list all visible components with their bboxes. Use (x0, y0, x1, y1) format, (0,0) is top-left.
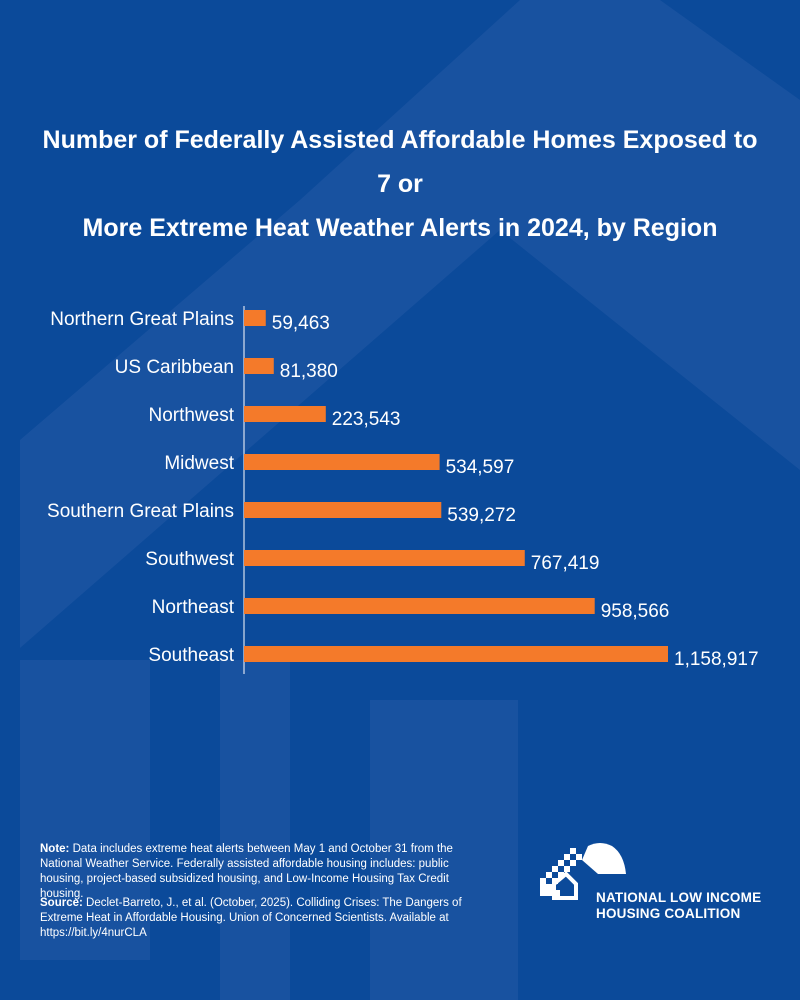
value-label: 958,566 (601, 601, 670, 622)
bar (244, 598, 595, 614)
category-label: Southwest (145, 549, 234, 570)
category-label: Northeast (152, 597, 235, 618)
bar (244, 502, 442, 518)
value-label: 1,158,917 (674, 649, 759, 670)
value-label: 81,380 (280, 361, 338, 382)
note: Note: Data includes extreme heat alerts … (40, 842, 480, 902)
source: Source: Declet-Barreto, J., et al. (Octo… (40, 896, 480, 941)
category-label: Northwest (148, 405, 234, 426)
bar (244, 406, 326, 422)
house-logo-icon (540, 843, 626, 900)
category-label: Northern Great Plains (50, 309, 234, 330)
chart-title-line-2: More Extreme Heat Weather Alerts in 2024… (82, 214, 718, 242)
source-label: Source: (40, 897, 83, 909)
nlihc-logo: NATIONAL LOW INCOME HOUSING COALITION (540, 838, 780, 928)
category-label: Midwest (164, 453, 234, 474)
chart-title: Number of Federally Assisted Affordable … (40, 118, 760, 250)
value-label: 223,543 (332, 409, 401, 430)
source-text: Declet-Barreto, J., et al. (October, 202… (40, 897, 462, 939)
logo-line-2: HOUSING COALITION (596, 906, 741, 921)
category-label: US Caribbean (115, 357, 234, 378)
value-label: 767,419 (531, 553, 600, 574)
chart-title-line-1: Number of Federally Assisted Affordable … (42, 126, 758, 198)
logo-line-1: NATIONAL LOW INCOME (596, 890, 762, 905)
bar (244, 550, 525, 566)
bar (244, 454, 440, 470)
value-label: 539,272 (447, 505, 516, 526)
bar (244, 646, 668, 662)
category-label: Southern Great Plains (47, 501, 234, 522)
bar (244, 358, 274, 374)
note-text: Data includes extreme heat alerts betwee… (40, 843, 453, 900)
bar (244, 310, 266, 326)
category-label: Southeast (148, 645, 234, 666)
value-label: 534,597 (446, 457, 515, 478)
logo-text: NATIONAL LOW INCOME HOUSING COALITION (596, 890, 761, 922)
bar-chart: Northern Great Plains 59,463 US Caribbean 8… (47, 306, 759, 674)
value-label: 59,463 (272, 313, 330, 334)
note-label: Note: (40, 843, 70, 855)
